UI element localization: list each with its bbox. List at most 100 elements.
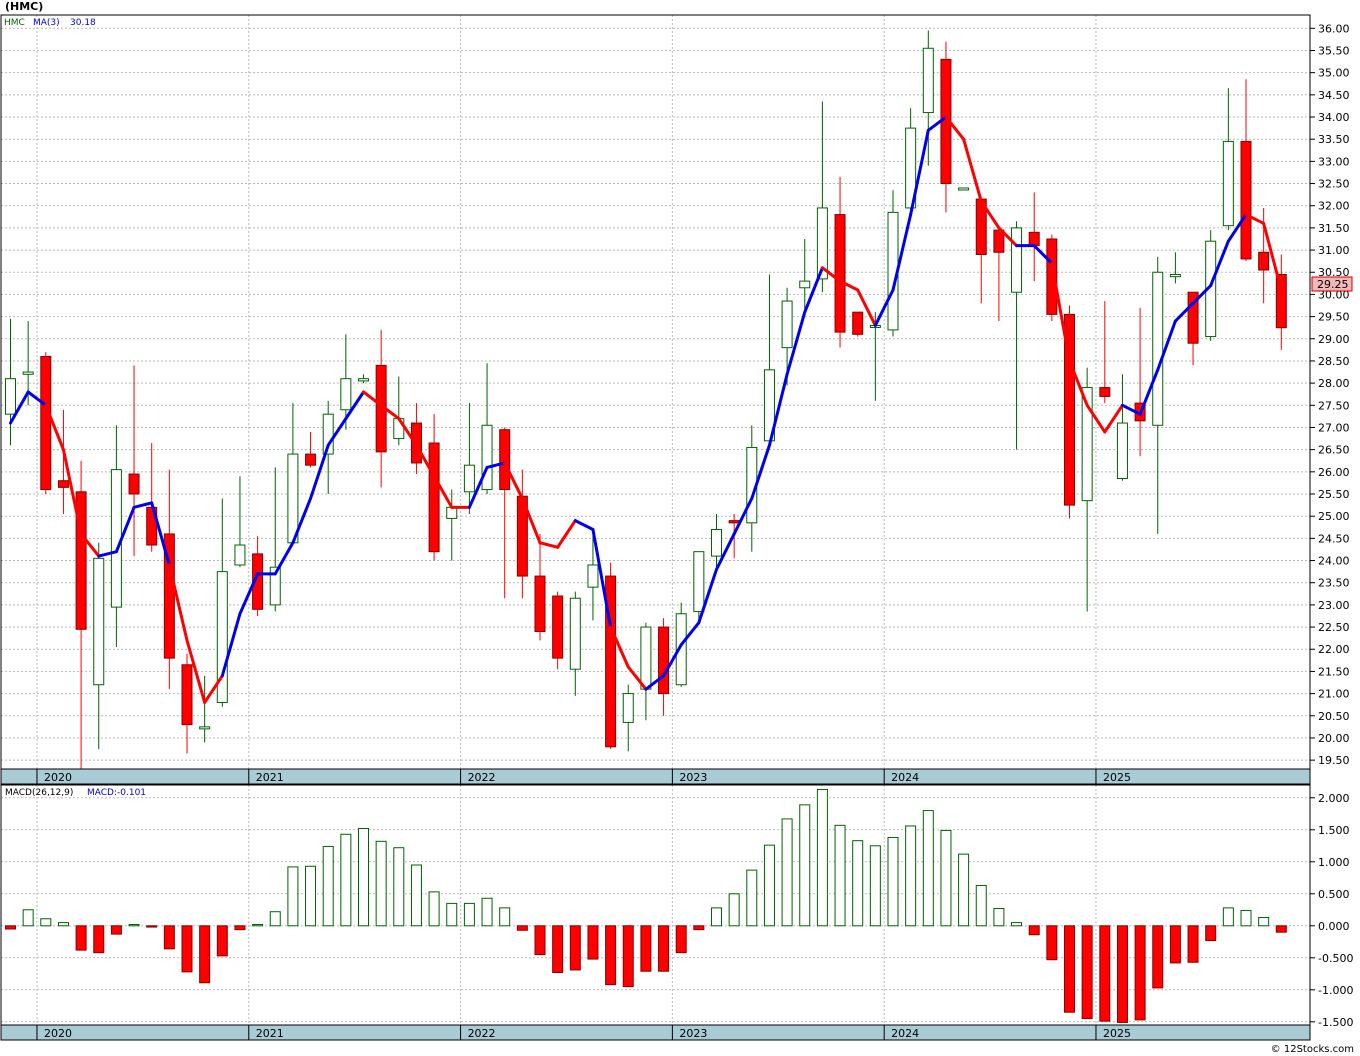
macd-bar — [93, 925, 105, 954]
ma3-segment — [79, 532, 101, 558]
candle-body — [463, 464, 475, 493]
candle-body — [287, 453, 299, 544]
ma3-segment — [26, 390, 48, 407]
price-y-tick-label: 19.50 — [1318, 754, 1350, 767]
price-y-tick-label: 32.50 — [1318, 178, 1350, 191]
candle-body — [481, 424, 493, 491]
macd-y-tick-label: 1.500 — [1318, 824, 1350, 837]
price-y-tick-label: 21.50 — [1318, 665, 1350, 678]
candle-body — [1240, 140, 1252, 260]
ma-legend-value: 30.18 — [70, 18, 96, 28]
macd-x-tick-label: 2023 — [679, 1027, 707, 1040]
price-y-tick-label: 21.00 — [1318, 688, 1350, 701]
macd-bar — [746, 869, 758, 927]
macd-legend: MACD(26,12,9) — [5, 788, 73, 798]
candle-body — [1011, 227, 1023, 293]
candle-body — [658, 626, 670, 695]
candle-body — [622, 693, 634, 723]
price-y-tick-label: 24.00 — [1318, 555, 1350, 568]
macd-y-tick-label: -0.500 — [1318, 952, 1353, 965]
ma3-segment — [1191, 284, 1213, 305]
ma3-segment — [167, 563, 189, 642]
price-y-tick-label: 33.00 — [1318, 155, 1350, 168]
ma3-segment — [873, 288, 895, 327]
ma3-segment — [132, 501, 154, 509]
macd-histogram — [5, 788, 1287, 1023]
macd-bar — [1169, 925, 1181, 964]
candle-body — [587, 564, 599, 588]
candle-body — [1081, 387, 1093, 502]
macd-bar — [711, 907, 722, 927]
candle-body — [216, 571, 228, 703]
price-y-tick-label: 22.50 — [1318, 621, 1350, 634]
price-y-tick-label: 25.50 — [1318, 488, 1350, 501]
price-y-tick-label: 28.00 — [1318, 377, 1350, 390]
price-y-tick-label: 31.50 — [1318, 222, 1350, 235]
candle-body — [199, 726, 211, 730]
macd-bar — [1011, 922, 1023, 927]
ma3-segment — [662, 643, 683, 678]
candle-body — [110, 469, 122, 608]
macd-bar — [463, 902, 475, 927]
price-y-tick-label: 36.00 — [1318, 22, 1350, 35]
ma3-segment — [697, 567, 718, 625]
macd-bar — [340, 833, 352, 927]
macd-bar — [1205, 925, 1217, 942]
macd-bar — [358, 828, 369, 927]
candle-body — [234, 544, 246, 566]
macd-bar — [658, 925, 670, 972]
candle-body — [428, 442, 440, 553]
ma3-segment — [379, 403, 401, 421]
ma3-segment — [238, 572, 260, 616]
ma3-segment — [591, 527, 613, 629]
macd-bar — [605, 925, 617, 986]
ma3-segment — [44, 403, 65, 452]
macd-bar — [5, 925, 16, 930]
macd-bar — [975, 884, 987, 927]
macd-bar — [728, 893, 740, 927]
ticker-legend: HMC — [4, 18, 25, 28]
candle-body — [640, 626, 652, 690]
ma3-segment — [891, 213, 913, 292]
macd-bar — [57, 922, 69, 927]
price-y-tick-label: 28.50 — [1318, 355, 1350, 368]
ma3-segment — [9, 390, 30, 425]
macd-bar — [499, 907, 511, 927]
ma3-segment — [979, 199, 1001, 230]
ma3-segment — [803, 266, 824, 314]
price-y-tick-label: 34.50 — [1318, 89, 1350, 102]
price-y-tick-label: 24.50 — [1318, 532, 1350, 545]
macd-bar — [905, 825, 917, 927]
macd-date-band — [0, 1024, 1311, 1041]
ma3-segment — [1156, 319, 1177, 372]
candle-body — [569, 597, 581, 670]
price-x-axis-labels: 2020 2021 2022 2023 2024 2025 — [36, 769, 1131, 784]
price-y-tick-label: 20.50 — [1318, 710, 1350, 723]
ma-legend: MA(3) — [33, 18, 60, 28]
macd-bar — [816, 788, 828, 927]
macd-bar — [481, 897, 493, 927]
macd-bar — [1152, 925, 1164, 989]
price-y-tick-label: 31.00 — [1318, 244, 1350, 257]
candle-body — [1258, 251, 1270, 271]
macd-bar — [1134, 925, 1146, 1021]
price-panel: 2020 2021 2022 2023 2024 2025 19.50 20.00 20.50… — [0, 0, 1353, 785]
price-y-tick-label: 27.00 — [1318, 421, 1350, 434]
macd-panel: 2020 2021 2022 2023 2024 2025 -1.500 -1.000 -0.… — [0, 784, 1353, 1041]
candle-body — [728, 520, 740, 524]
price-y-tick-label: 32.00 — [1318, 200, 1350, 213]
ma3-segment — [609, 625, 630, 669]
macd-bar — [322, 845, 334, 927]
ma3-segment — [944, 115, 966, 141]
macd-bar — [216, 925, 228, 957]
ma3-segment — [1226, 213, 1248, 243]
price-y-tick-label: 29.00 — [1318, 333, 1350, 346]
price-y-tick-label: 35.50 — [1318, 44, 1350, 57]
macd-bar — [446, 902, 458, 927]
candle-body — [181, 664, 193, 726]
macd-bar — [516, 925, 528, 931]
ma3-segment — [1209, 239, 1230, 288]
ma3-segment — [856, 288, 877, 327]
price-y-tick-label: 30.50 — [1318, 266, 1350, 279]
ma3-segment — [485, 461, 507, 469]
